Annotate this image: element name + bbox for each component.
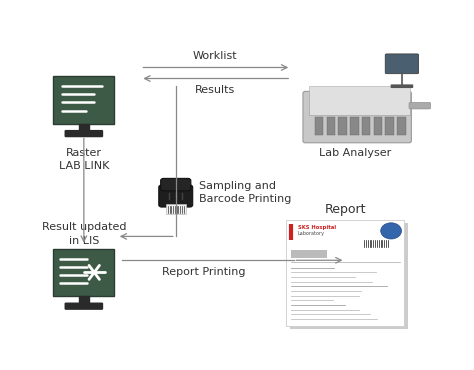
- FancyBboxPatch shape: [159, 185, 193, 207]
- FancyBboxPatch shape: [309, 86, 410, 115]
- FancyBboxPatch shape: [385, 54, 419, 74]
- FancyBboxPatch shape: [286, 220, 404, 326]
- FancyBboxPatch shape: [64, 130, 103, 137]
- FancyBboxPatch shape: [53, 249, 115, 296]
- FancyBboxPatch shape: [309, 93, 410, 115]
- Text: Worklist: Worklist: [192, 51, 237, 61]
- FancyBboxPatch shape: [161, 178, 191, 191]
- FancyBboxPatch shape: [385, 117, 394, 135]
- Text: Lab Analyser: Lab Analyser: [319, 148, 391, 158]
- FancyBboxPatch shape: [290, 223, 408, 329]
- Text: Raster
LAB LINK: Raster LAB LINK: [59, 148, 109, 171]
- FancyBboxPatch shape: [53, 76, 115, 124]
- FancyBboxPatch shape: [315, 117, 323, 135]
- Text: Laboratory: Laboratory: [298, 231, 325, 236]
- FancyBboxPatch shape: [374, 117, 382, 135]
- FancyBboxPatch shape: [327, 117, 335, 135]
- FancyBboxPatch shape: [391, 84, 413, 88]
- Text: Sampling and
Barcode Printing: Sampling and Barcode Printing: [199, 181, 292, 204]
- FancyBboxPatch shape: [338, 117, 347, 135]
- FancyBboxPatch shape: [303, 91, 411, 143]
- Text: SKS Hospital: SKS Hospital: [298, 225, 336, 231]
- FancyBboxPatch shape: [166, 204, 186, 213]
- Text: Report: Report: [325, 203, 366, 216]
- FancyBboxPatch shape: [362, 117, 370, 135]
- FancyBboxPatch shape: [64, 303, 103, 310]
- FancyBboxPatch shape: [409, 102, 431, 109]
- Text: Report Printing: Report Printing: [162, 266, 246, 276]
- Text: Results: Results: [195, 85, 235, 95]
- FancyBboxPatch shape: [397, 117, 406, 135]
- Circle shape: [381, 223, 401, 239]
- FancyBboxPatch shape: [350, 117, 358, 135]
- Text: Result updated
in LIS: Result updated in LIS: [42, 222, 126, 246]
- FancyBboxPatch shape: [291, 250, 327, 258]
